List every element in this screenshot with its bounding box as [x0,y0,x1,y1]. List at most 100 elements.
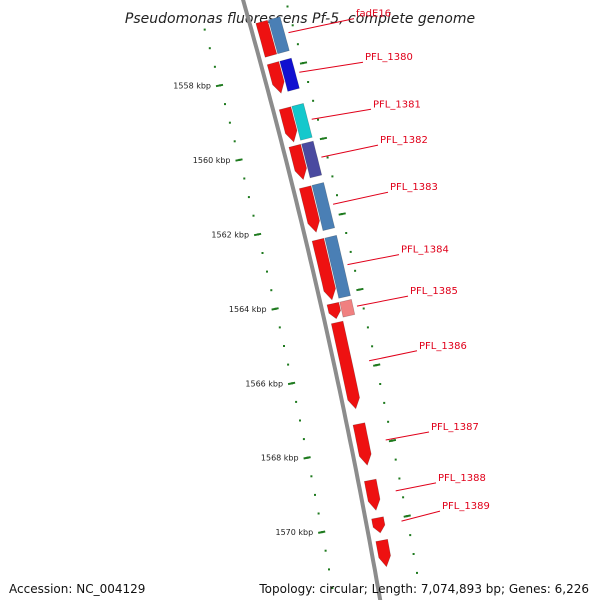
scale-dot [278,326,281,329]
scale-dot [302,438,305,441]
scale-dot [233,140,236,143]
scale-dot [379,383,382,385]
cog-block [279,57,300,92]
outer-tick [373,363,381,367]
scale-dot [224,103,226,106]
outer-tick [299,61,308,65]
gene-label: PFL_1388 [438,473,486,484]
cds-arrow [375,538,391,568]
cds-arrow [326,301,341,320]
outer-tick [356,287,364,292]
scale-dot [326,156,329,159]
scale-dot [349,250,352,253]
cds-arrow [352,422,372,466]
gene-label: PFL_1384 [401,245,449,256]
scale-dot [317,118,319,121]
cog-block [301,140,323,179]
scale-dot [331,587,334,589]
scale-dot [317,512,320,515]
gene-label: PFL_1383 [390,182,438,193]
gene-label: PFL_1389 [442,501,490,512]
label-leader [311,108,372,120]
label-leader [288,18,355,34]
tick-marks: 1558 kbp 1560 kbp 1562 kbp 1564 kbp 1566 kbp… [173,5,418,589]
scale-dot [324,549,327,552]
scale-dot [203,28,206,31]
label-leader [299,61,364,73]
kbp-tick-label: 1558 kbp [173,81,211,90]
scale-dot [383,401,386,404]
kbp-tick [253,232,262,237]
gene-features [255,16,391,568]
kbp-tick-label: 1568 kbp [261,454,299,463]
scale-dot [336,194,338,197]
scale-dot [228,121,231,124]
scale-dot [371,345,374,348]
label-leader [356,295,409,307]
scale-dot [416,571,418,574]
kbp-tick-label: 1566 kbp [245,379,283,388]
scale-dot [307,81,310,83]
outer-tick [403,514,411,518]
kbp-tick [287,381,296,386]
scale-dot [291,24,294,27]
map-title: Pseudomonas fluorescens Pf-5, complete g… [125,11,475,27]
kbp-tick [303,456,311,460]
cog-block [291,103,313,141]
gene-label: PFL_1385 [410,286,458,297]
scale-dot [287,363,290,366]
scale-dot [266,270,268,273]
label-leader [368,350,418,362]
scale-dot [310,475,313,478]
gene-label: PFL_1382 [380,135,428,146]
scale-dot [409,534,412,537]
cds-arrow [278,106,298,143]
cds-arrow [298,185,320,233]
scale-dot [270,289,273,292]
kbp-tick-label: 1560 kbp [193,156,231,165]
scale-dot [299,419,301,422]
scale-dot [295,400,298,403]
outer-tick [319,136,328,141]
label-leader [401,510,441,522]
scale-dot [243,177,246,180]
cog-block [268,16,290,55]
scale-dot [412,553,415,555]
scale-dot [328,568,330,571]
scale-dot [366,326,369,329]
gene-label: PFL_1381 [373,99,421,110]
cds-arrow [311,237,336,301]
scale-dot [296,43,299,46]
cog-block [311,182,336,231]
scale-dot [208,47,211,50]
cds-arrow [288,143,307,181]
cds-arrow [255,19,278,58]
kbp-tick [271,307,279,311]
scale-dot [261,252,264,254]
scale-dot [312,99,315,102]
scale-dot [398,477,401,480]
kbp-tick [235,158,243,162]
scale-dot [402,496,405,499]
outer-tick [388,438,397,443]
scale-dot [283,345,285,347]
label-leader [332,191,389,205]
cds-arrow [266,61,285,94]
cog-block [339,299,356,318]
cog-block [324,234,351,299]
kbp-tick-label: 1570 kbp [275,528,313,537]
kbp-tick [215,83,224,88]
backbone-line [241,0,383,600]
scale-dot [362,307,365,310]
label-leader [395,482,437,492]
kbp-tick-label: 1564 kbp [229,305,267,314]
accession-text: Accession: NC_004129 [9,582,146,596]
outer-tick [338,212,346,216]
scale-dot [394,458,397,461]
label-leader [321,144,379,158]
cds-arrow [363,478,381,511]
topology-text: Topology: circular; Length: 7,074,893 bp… [259,582,589,596]
label-leader [347,254,400,266]
scale-dot [247,196,250,199]
scale-dot [314,493,316,496]
